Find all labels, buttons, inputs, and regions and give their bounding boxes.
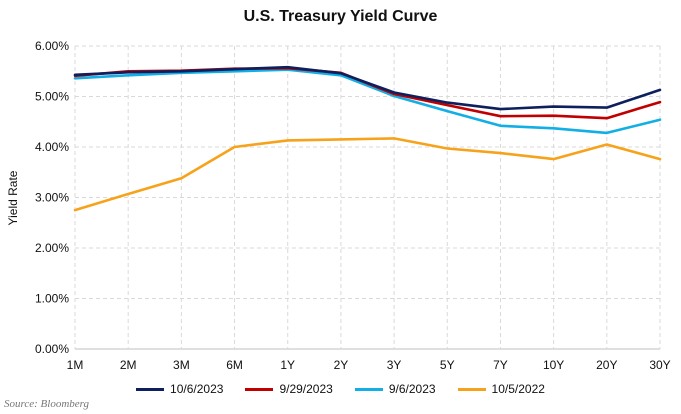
- y-tick-label: 6.00%: [35, 39, 69, 53]
- legend-swatch: [457, 387, 486, 391]
- x-tick-label: 6M: [226, 358, 243, 372]
- legend-label: 10/5/2022: [491, 382, 545, 396]
- series-line-10-5-2022: [73, 137, 662, 212]
- legend-item: 10/5/2022: [457, 382, 545, 396]
- axes: 0.00% 1.00% 2.00% 3.00% 4.00% 5.00% 6.00% 1M 2M 3…: [35, 39, 671, 372]
- legend-label: 9/6/2023: [388, 382, 436, 396]
- x-tick-label: 7Y: [493, 358, 508, 372]
- legend-swatch: [136, 387, 165, 391]
- x-tick-label: 2M: [120, 358, 137, 372]
- x-tick-label: 20Y: [596, 358, 617, 372]
- series-line-9-6-2023: [73, 68, 662, 135]
- legend-swatch: [354, 387, 383, 391]
- y-tick-label: 1.00%: [35, 292, 69, 306]
- chart-title: U.S. Treasury Yield Curve: [243, 8, 438, 25]
- y-tick-label: 3.00%: [35, 191, 69, 205]
- x-tick-label: 5Y: [440, 358, 455, 372]
- x-tick-label: 3M: [173, 358, 190, 372]
- x-tick-label: 10Y: [543, 358, 564, 372]
- legend: 10/6/2023 9/29/2023 9/6/2023 10/5/2022: [0, 382, 681, 396]
- series-line-9-29-2023: [73, 66, 662, 120]
- legend-swatch: [245, 387, 274, 391]
- y-tick-label: 4.00%: [35, 140, 69, 154]
- x-tick-label: 30Y: [649, 358, 670, 372]
- legend-label: 9/29/2023: [279, 382, 333, 396]
- x-tick-label: 2Y: [334, 358, 349, 372]
- legend-label: 10/6/2023: [170, 382, 224, 396]
- y-tick-label: 2.00%: [35, 241, 69, 255]
- series-line-10-6-2023: [73, 65, 662, 111]
- legend-item: 10/6/2023: [136, 382, 223, 396]
- legend-item: 9/29/2023: [245, 382, 333, 396]
- y-axis-label: Yield Rate: [6, 170, 20, 225]
- x-tick-label: 1Y: [280, 358, 295, 372]
- y-tick-label: 0.00%: [35, 342, 69, 356]
- y-tick-label: 5.00%: [35, 90, 69, 104]
- x-tick-label: 1M: [67, 358, 84, 372]
- gridlines: [74, 45, 661, 350]
- x-tick-label: 3Y: [387, 358, 402, 372]
- series-lines: [73, 65, 662, 212]
- source-note: Source: Bloomberg: [4, 398, 90, 410]
- legend-item: 9/6/2023: [354, 382, 436, 396]
